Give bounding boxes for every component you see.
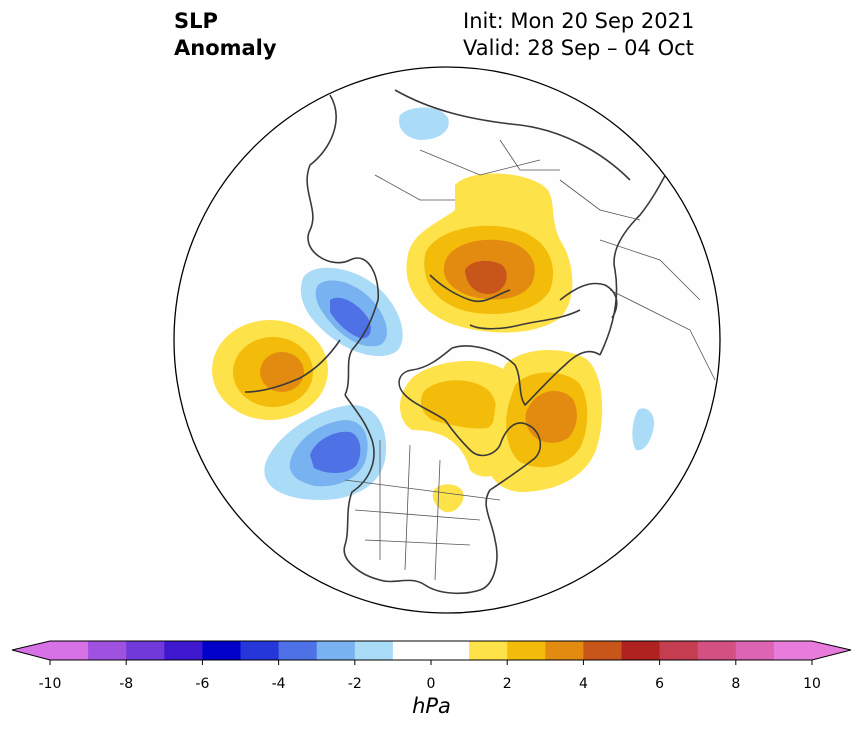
colorbar-cell bbox=[469, 641, 508, 660]
colorbar-tick-label: -8 bbox=[119, 676, 133, 692]
anomaly-europe-low bbox=[632, 408, 655, 451]
colorbar-tick-label: 4 bbox=[579, 676, 588, 692]
colorbar-cell bbox=[164, 641, 203, 660]
colorbar-tick-label: -4 bbox=[272, 676, 286, 692]
colorbar-cell bbox=[431, 641, 470, 660]
colorbar-cell bbox=[583, 641, 622, 660]
colorbar-tick-label: -10 bbox=[39, 676, 62, 692]
borders bbox=[344, 139, 716, 581]
colorbar-cell bbox=[621, 641, 661, 660]
anomaly-lakes-high bbox=[432, 484, 464, 513]
colorbar-cell bbox=[316, 641, 356, 660]
anomaly-pacific-high bbox=[212, 320, 328, 420]
map-title: SLP Anomaly bbox=[174, 8, 277, 62]
forecast-dates: Init: Mon 20 Sep 2021 Valid: 28 Sep – 04… bbox=[463, 8, 694, 62]
colorbar-ticks: -10 -8 -6 -4 -2 0 2 4 6 8 10 bbox=[39, 660, 821, 692]
colorbar-cell bbox=[659, 641, 699, 660]
valid-range: Valid: 28 Sep – 04 Oct bbox=[463, 36, 694, 60]
colorbar-extend-high bbox=[812, 641, 851, 660]
colorbar-tick-label: 0 bbox=[427, 676, 436, 692]
colorbar: -10 -8 -6 -4 -2 0 2 4 6 8 10 bbox=[11, 640, 852, 692]
colorbar-cell bbox=[507, 641, 546, 660]
colorbar-cell bbox=[392, 641, 432, 660]
colorbar-tick-label: -6 bbox=[195, 676, 209, 692]
colorbar-cells bbox=[50, 641, 813, 660]
anomaly-arctic-low bbox=[399, 107, 449, 140]
colorbar-cell bbox=[354, 641, 394, 660]
anomaly-siberia-high bbox=[406, 173, 573, 333]
colorbar-cell bbox=[735, 641, 775, 660]
anomaly-layer bbox=[212, 89, 716, 595]
title-line-2: Anomaly bbox=[174, 36, 277, 60]
anomaly-atlantic-high bbox=[486, 349, 603, 492]
colorbar-cell bbox=[278, 641, 318, 660]
colorbar-cell bbox=[773, 641, 813, 660]
colorbar-cell bbox=[697, 641, 737, 660]
colorbar-unit-label: hPa bbox=[412, 694, 451, 718]
title-line-1: SLP bbox=[174, 9, 218, 33]
colorbar-cell bbox=[50, 641, 89, 660]
colorbar-tick-label: 6 bbox=[655, 676, 664, 692]
anomaly-alaska-low bbox=[264, 404, 387, 500]
colorbar-extend-low bbox=[12, 641, 50, 660]
colorbar-cell bbox=[240, 641, 280, 660]
colorbar-cell bbox=[88, 641, 127, 660]
anomaly-kamchatka-low bbox=[300, 267, 403, 357]
colorbar-tick-label: 8 bbox=[731, 676, 740, 692]
polar-map bbox=[173, 66, 721, 614]
colorbar-cell bbox=[545, 641, 584, 660]
colorbar-cell bbox=[126, 641, 165, 660]
coastlines bbox=[244, 89, 669, 595]
map-boundary bbox=[173, 66, 721, 614]
colorbar-tick-label: 10 bbox=[803, 676, 821, 692]
init-date: Init: Mon 20 Sep 2021 bbox=[463, 9, 695, 33]
colorbar-tick-label: -2 bbox=[348, 676, 362, 692]
colorbar-tick-label: 2 bbox=[503, 676, 512, 692]
colorbar-cell bbox=[202, 641, 241, 660]
